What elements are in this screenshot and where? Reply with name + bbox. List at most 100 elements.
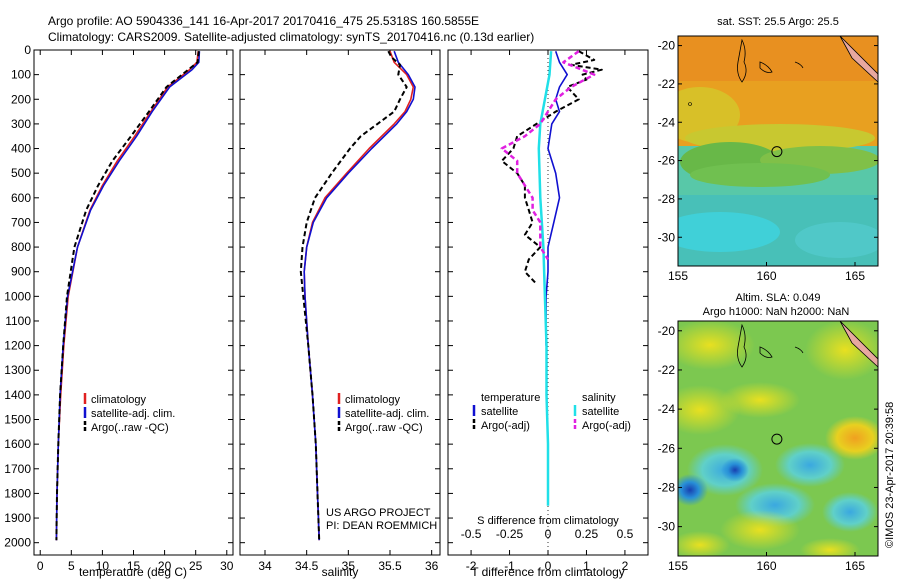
series-line-t-satellite — [545, 50, 569, 346]
x-tick-label: 2 — [622, 559, 629, 573]
lat-tick-label: -26 — [658, 441, 676, 455]
x-tick-label: 36 — [425, 559, 439, 573]
legend-title-temperature: temperature — [481, 392, 540, 404]
lon-tick-label: 160 — [756, 269, 776, 283]
salinity-axes: 34 34.5 35 35.5 36 — [240, 49, 440, 573]
temperature-xlabel: temperature (deg C) — [79, 565, 187, 579]
y-tick-label: 1800 — [4, 486, 31, 500]
legend-label: satellite-adj. clim. — [91, 408, 175, 420]
lat-tick-label: -26 — [658, 154, 676, 168]
x-tick-label: 10 — [96, 559, 110, 573]
y-tick-label: 1700 — [4, 462, 31, 476]
legend-label: Argo(-adj) — [481, 420, 530, 432]
x-tick-label: 15 — [127, 559, 141, 573]
credit-text: ©IMOS 23-Apr-2017 20:39:58 — [884, 402, 896, 548]
argo-location-marker — [771, 146, 783, 158]
y-tick-label: 2000 — [4, 536, 31, 550]
y-tick-label: 500 — [11, 166, 31, 180]
y-tick-label: 1900 — [4, 511, 31, 525]
sla-map-subtitle: Argo h1000: NaN h2000: NaN — [703, 306, 850, 318]
difference-axes: -2 -1 0 1 2-0.5 -0.25 0 0.25 0.5 — [448, 49, 648, 573]
y-tick-label: 200 — [11, 92, 31, 106]
series-line-argo — [299, 50, 408, 541]
x-tick-label: -1 — [504, 559, 515, 573]
temperature-series — [55, 51, 201, 541]
sla-map-title: Altim. SLA: 0.049 — [736, 292, 821, 304]
x-tick-label: 0 — [545, 559, 552, 573]
y-tick-label: 300 — [11, 117, 31, 131]
lat-tick-label: -22 — [658, 77, 676, 91]
legend-label: climatology — [91, 394, 147, 406]
temperature-legend: climatology satellite-adj. clim. Argo(..… — [83, 393, 175, 434]
x-tick-label: 35 — [342, 559, 356, 573]
legend-label: satellite — [582, 406, 619, 418]
x-tick-label: 1 — [583, 559, 590, 573]
lat-tick-label: -30 — [658, 520, 676, 534]
series-line-s-argo — [500, 50, 596, 261]
difference-series — [500, 50, 603, 506]
salinity-xlabel: salinity — [322, 565, 359, 579]
y-tick-label: 800 — [11, 240, 31, 254]
x-tick-label: 34 — [258, 559, 272, 573]
x-tick-label: 20 — [158, 559, 172, 573]
y-tick-label: 1200 — [4, 339, 31, 353]
x-tick-label: 34.5 — [295, 559, 319, 573]
legend-label: satellite — [481, 406, 518, 418]
lat-tick-label: -24 — [658, 115, 676, 129]
lon-tick-label: 165 — [845, 269, 865, 283]
x-tick-label: 30 — [220, 559, 234, 573]
difference-xlabel: T difference from climatology — [471, 565, 625, 579]
y-tick-label: 400 — [11, 142, 31, 156]
sla-map-frame — [677, 320, 879, 557]
x-tick-label: 25 — [189, 559, 203, 573]
x-tick-label: 35.5 — [378, 559, 402, 573]
salinity-legend: climatology satellite-adj. clim. Argo(..… — [337, 393, 429, 434]
y-tick-label: 600 — [11, 191, 31, 205]
lat-tick-label: -20 — [658, 324, 676, 338]
s-tick-label: -0.5 — [461, 527, 482, 541]
s-tick-label: 0.5 — [617, 527, 634, 541]
temperature-panel — [33, 49, 234, 556]
argo-location-marker — [771, 433, 783, 445]
y-tick-label: 700 — [11, 215, 31, 229]
lat-tick-label: -20 — [658, 39, 676, 53]
sst-map-title: sat. SST: 25.5 Argo: 25.5 — [717, 16, 839, 28]
lat-tick-label: -28 — [658, 192, 676, 206]
legend-label: Argo(..raw -QC) — [91, 422, 169, 434]
legend-label: Argo(..raw -QC) — [345, 422, 423, 434]
y-tick-label: 1300 — [4, 363, 31, 377]
sla-map — [678, 321, 878, 556]
lon-tick-label: 165 — [845, 559, 865, 573]
legend-label: climatology — [345, 394, 401, 406]
difference-xlabel-top: S difference from climatology — [477, 515, 619, 527]
sla-map-axes: 155 160 165 -20 -22 -24 -26 -28 -30 — [658, 324, 878, 573]
salinity-panel — [239, 49, 441, 556]
y-tick-label: 1500 — [4, 413, 31, 427]
y-tick-label: 1100 — [5, 314, 31, 328]
series-line-argo — [55, 51, 200, 541]
x-tick-label: 5 — [68, 559, 75, 573]
lat-tick-label: -30 — [658, 230, 676, 244]
legend-title-salinity: salinity — [582, 392, 616, 404]
lon-tick-label: 155 — [668, 269, 688, 283]
sst-map — [678, 36, 878, 266]
y-tick-label: 1000 — [4, 289, 31, 303]
y-tick-label: 100 — [11, 68, 31, 82]
header-line1: Argo profile: AO 5904336_141 16-Apr-2017… — [48, 14, 479, 28]
legend-label: Argo(-adj) — [582, 420, 631, 432]
s-tick-label: -0.25 — [496, 527, 524, 541]
lat-tick-label: -22 — [658, 363, 676, 377]
x-tick-label: -2 — [466, 559, 477, 573]
lat-tick-label: -28 — [658, 480, 676, 494]
pi-annotation: PI: DEAN ROEMMICH — [326, 520, 437, 532]
y-tick-label: 1600 — [4, 437, 31, 451]
series-line-s-satellite — [537, 51, 553, 506]
salinity-series — [299, 50, 416, 541]
s-tick-label: 0.25 — [575, 527, 599, 541]
legend-label: satellite-adj. clim. — [345, 408, 429, 420]
y-tick-label: 1400 — [4, 388, 31, 402]
sst-map-axes: 155 160 165 -20 -22 -24 -26 -28 -30 — [658, 39, 878, 283]
lon-tick-label: 160 — [756, 559, 776, 573]
project-annotation: US ARGO PROJECT — [326, 507, 431, 519]
